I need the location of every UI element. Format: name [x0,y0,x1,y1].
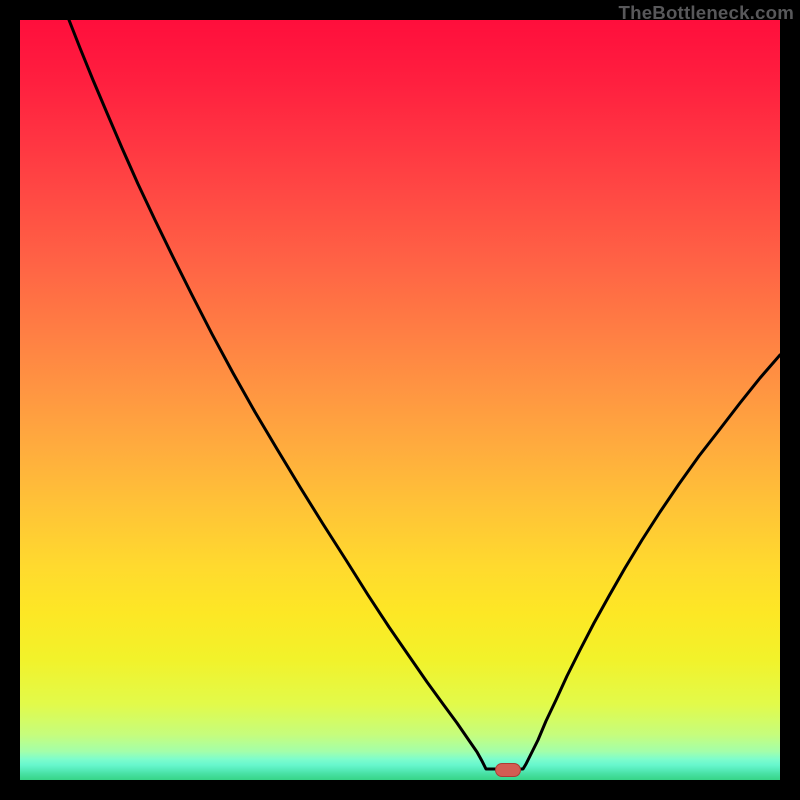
curve-path [69,20,780,769]
plot-area [20,20,780,780]
scrubber-handle[interactable] [495,763,521,777]
chart-frame: TheBottleneck.com [0,0,800,800]
bottleneck-curve [20,20,780,780]
